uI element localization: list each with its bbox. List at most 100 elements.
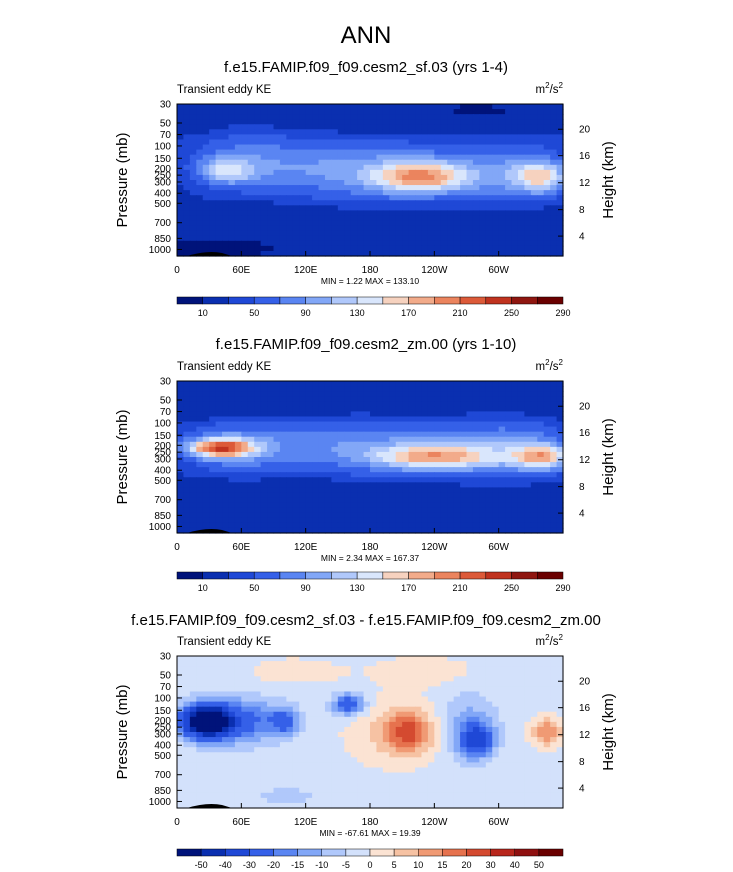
field-cell <box>215 726 223 733</box>
variable-label: Transient eddy KE <box>177 361 272 373</box>
field-cell <box>305 462 313 468</box>
field-cell <box>466 134 474 141</box>
field-cell <box>318 396 326 402</box>
field-cell <box>189 431 197 438</box>
field-cell <box>209 666 217 672</box>
field-cell <box>305 482 313 488</box>
field-cell <box>344 711 352 718</box>
field-cell <box>209 230 217 237</box>
field-cell <box>415 752 423 758</box>
field-cell <box>344 742 352 748</box>
field-cell <box>331 124 339 130</box>
field-cell <box>389 149 397 156</box>
field-cell <box>402 512 410 519</box>
field-cell <box>556 747 564 753</box>
field-cell <box>511 661 519 667</box>
field-cell <box>550 185 558 191</box>
field-cell <box>505 386 513 392</box>
field-cell <box>241 482 249 488</box>
field-cell <box>247 701 255 708</box>
field-cell <box>299 431 307 438</box>
pressure-tick-label: 300 <box>154 177 171 188</box>
field-cell <box>537 386 545 392</box>
field-cell <box>447 220 455 227</box>
field-cell <box>434 210 442 217</box>
field-cell <box>434 451 442 458</box>
field-cell <box>550 230 558 237</box>
field-cell <box>498 139 506 146</box>
field-cell <box>286 467 294 473</box>
field-cell <box>415 180 423 186</box>
field-cell <box>222 245 230 252</box>
field-cell <box>363 512 371 519</box>
colorbar-label: 290 <box>555 583 570 593</box>
field-cell <box>537 737 545 743</box>
field-cell <box>196 210 204 217</box>
field-cell <box>344 124 352 130</box>
field-cell <box>382 706 390 713</box>
field-cell <box>299 522 307 529</box>
field-cell <box>337 149 345 156</box>
field-cell <box>402 467 410 473</box>
field-cell <box>177 502 185 509</box>
field-cell <box>466 522 474 529</box>
field-cell <box>505 200 513 206</box>
pressure-tick-label: 50 <box>160 396 172 407</box>
field-cell <box>350 441 358 448</box>
field-cell <box>517 477 525 483</box>
field-cell <box>530 421 538 428</box>
field-cell <box>389 114 397 120</box>
field-cell <box>215 416 223 423</box>
field-cell <box>498 386 506 392</box>
field-cell <box>537 240 545 247</box>
field-cell <box>511 220 519 227</box>
field-cell <box>511 235 519 242</box>
field-cell <box>421 482 429 488</box>
field-cell <box>331 696 339 703</box>
field-cell <box>382 245 390 252</box>
field-cell <box>344 169 352 176</box>
field-cell <box>485 215 493 222</box>
field-cell <box>376 446 384 453</box>
field-cell <box>234 527 242 534</box>
field-cell <box>337 169 345 176</box>
field-cell <box>324 701 332 708</box>
field-cell <box>498 169 506 176</box>
field-cell <box>350 666 358 672</box>
field-cell <box>395 230 403 237</box>
field-cell <box>447 497 455 504</box>
field-cell <box>344 154 352 161</box>
field-cell <box>447 164 455 171</box>
field-cell <box>382 732 390 738</box>
field-cell <box>324 210 332 217</box>
field-cell <box>543 457 551 463</box>
field-cell <box>472 129 480 135</box>
field-cell <box>344 726 352 733</box>
field-cell <box>299 245 307 252</box>
field-cell <box>543 752 551 758</box>
field-cell <box>267 154 275 161</box>
field-cell <box>331 169 339 176</box>
field-cell <box>222 104 230 110</box>
field-cell <box>234 661 242 667</box>
field-cell <box>402 431 410 438</box>
field-cell <box>415 411 423 418</box>
field-cell <box>254 457 262 463</box>
field-cell <box>344 457 352 463</box>
field-cell <box>505 487 513 494</box>
field-cell <box>305 401 313 407</box>
field-cell <box>234 406 242 412</box>
field-cell <box>498 726 506 733</box>
field-cell <box>222 676 230 682</box>
field-cell <box>511 737 519 743</box>
field-cell <box>286 457 294 463</box>
field-cell <box>517 154 525 161</box>
field-cell <box>209 726 217 733</box>
field-cell <box>460 154 468 161</box>
colorbar-label: 90 <box>301 583 311 593</box>
field-cell <box>408 676 416 682</box>
field-cell <box>222 457 230 463</box>
field-cell <box>202 129 210 135</box>
field-cell <box>370 487 378 494</box>
field-cell <box>421 457 429 463</box>
